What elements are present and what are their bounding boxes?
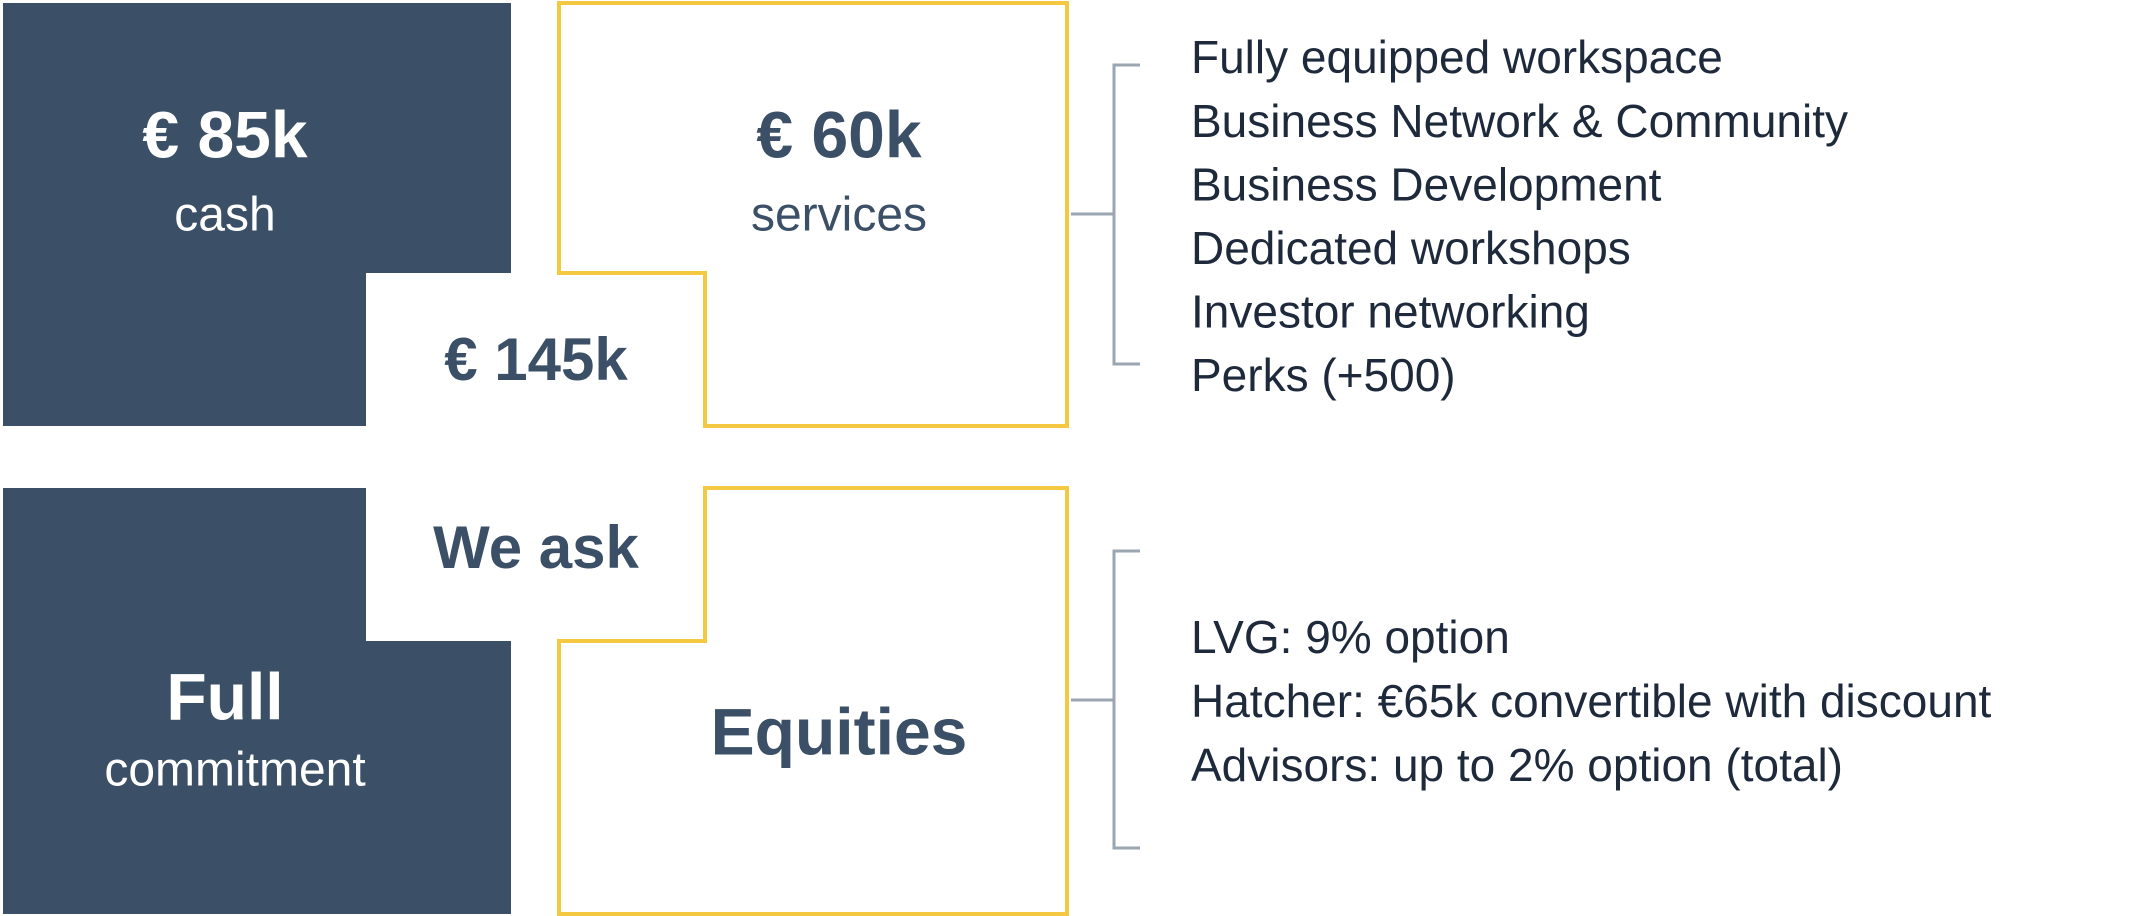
list-item: Perks (+500) (1191, 349, 1456, 401)
cash-block (3, 3, 511, 426)
list-item: Fully equipped workspace (1191, 31, 1723, 83)
ask-label: We ask (433, 514, 639, 581)
list-item: Dedicated workshops (1191, 222, 1631, 274)
equities-label: Equities (711, 694, 968, 768)
top-bracket (1071, 63, 1140, 366)
list-item: Advisors: up to 2% option (total) (1191, 739, 1843, 791)
cash-label: cash (174, 189, 275, 242)
services-block (557, 1, 1069, 428)
equities-block (557, 486, 1069, 916)
commitment-label: commitment (104, 744, 365, 797)
list-item: Business Development (1191, 158, 1662, 210)
list-item: Hatcher: €65k convertible with discount (1191, 675, 1992, 727)
list-item: Business Network & Community (1191, 95, 1848, 147)
list-item: LVG: 9% option (1191, 611, 1510, 663)
list-item: Investor networking (1191, 286, 1590, 338)
commitment-block (3, 488, 511, 914)
commitment-title: Full (166, 659, 283, 733)
bottom-bracket (1071, 549, 1140, 850)
services-amount: € 60k (756, 97, 921, 171)
cash-amount: € 85k (142, 97, 307, 171)
lists: Fully equipped workspace Business Network… (1191, 31, 1992, 791)
services-label: services (751, 189, 927, 242)
total-amount: € 145k (444, 326, 628, 393)
